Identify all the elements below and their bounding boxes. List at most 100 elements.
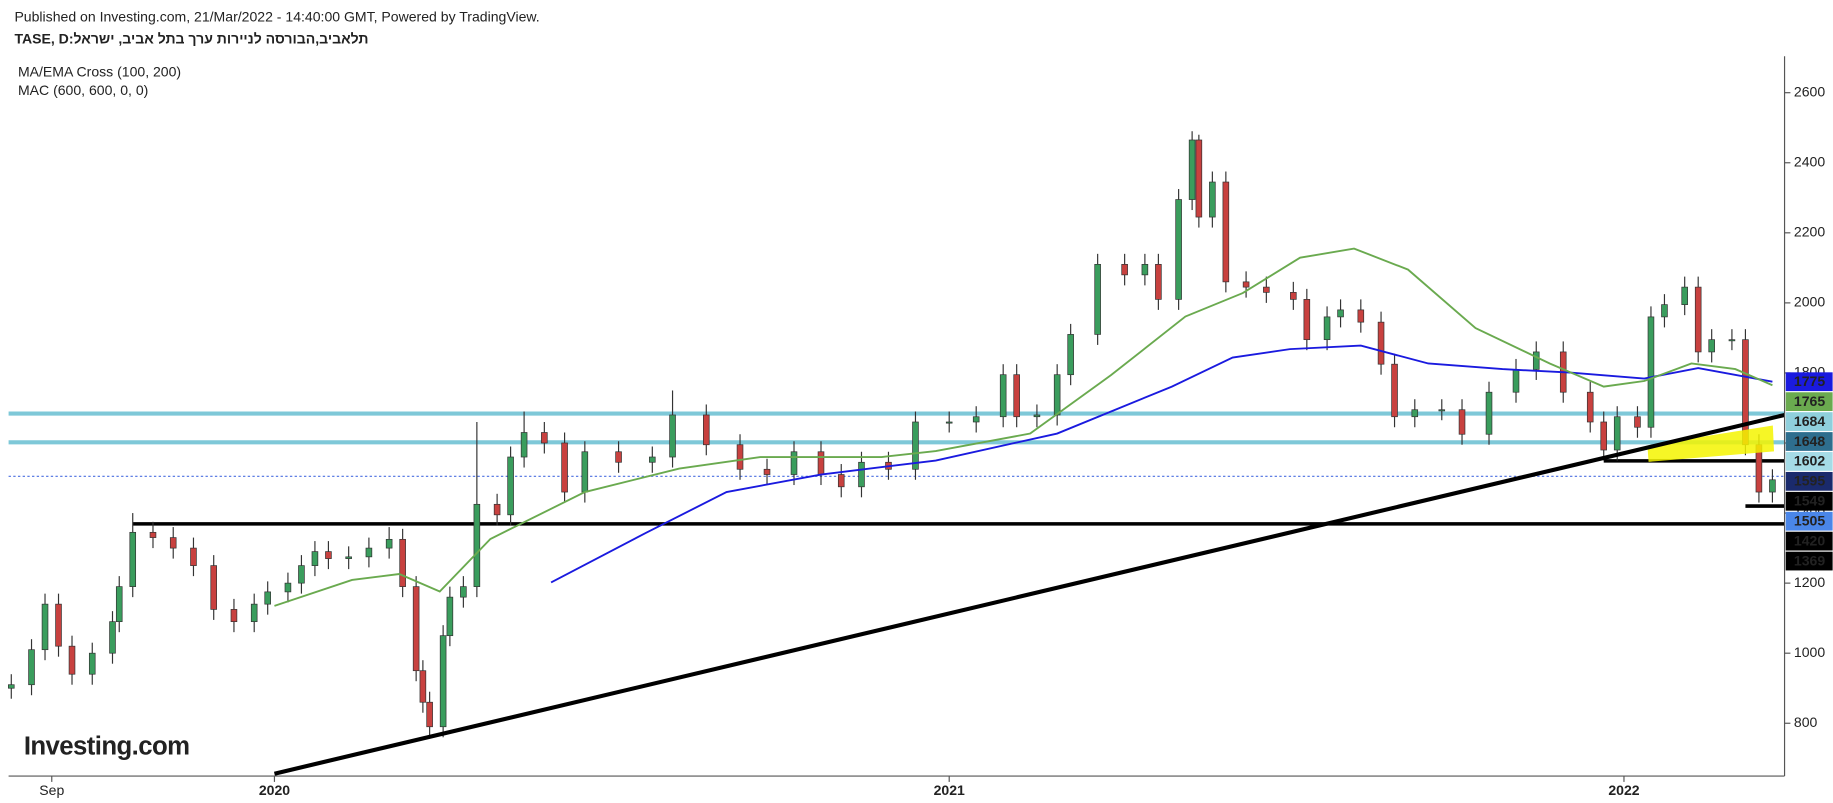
candle-body bbox=[1647, 316, 1655, 428]
candle-body bbox=[1485, 391, 1493, 435]
candle-body bbox=[1155, 263, 1162, 300]
candle-body bbox=[1188, 139, 1196, 200]
price-label: 1420 bbox=[1794, 532, 1825, 548]
y-tick-label: 1200 bbox=[1794, 574, 1825, 590]
candle-body bbox=[1013, 374, 1020, 418]
candle-body bbox=[115, 586, 123, 623]
price-label-box bbox=[1785, 452, 1833, 471]
candle-body bbox=[858, 461, 865, 488]
candle-body bbox=[1694, 286, 1702, 353]
candle-body bbox=[541, 432, 548, 444]
symbol-title: תלאביב,הבורסה לניירות ערך בתל אביב, ישרא… bbox=[14, 31, 368, 47]
candle-body bbox=[298, 565, 305, 584]
candle-body bbox=[945, 421, 953, 424]
moving-average bbox=[550, 344, 1773, 584]
candle-body bbox=[507, 456, 514, 516]
candle-body bbox=[1661, 304, 1668, 318]
candle-body bbox=[493, 503, 501, 516]
candle-body bbox=[912, 421, 919, 470]
candle-body bbox=[129, 531, 137, 587]
candle-body bbox=[264, 591, 271, 605]
highlight-zone bbox=[1647, 425, 1775, 462]
candle-body bbox=[1141, 263, 1149, 276]
candle-body bbox=[1222, 181, 1230, 283]
candle-body bbox=[250, 603, 258, 623]
candle-body bbox=[1634, 416, 1641, 428]
candle-body bbox=[1303, 299, 1311, 341]
candle-body bbox=[1067, 334, 1074, 376]
candle-body bbox=[790, 451, 798, 475]
candle-body bbox=[1263, 286, 1270, 293]
x-tick-label: 2020 bbox=[259, 782, 290, 798]
price-label-box bbox=[1785, 511, 1833, 531]
price-label-box bbox=[1785, 392, 1833, 412]
candle-body bbox=[703, 414, 710, 446]
candle-body bbox=[1357, 309, 1365, 323]
x-tick-label: 2022 bbox=[1608, 782, 1639, 798]
price-label: 1369 bbox=[1794, 552, 1825, 568]
candle-body bbox=[284, 582, 292, 593]
candle-body bbox=[736, 444, 744, 470]
candle-body bbox=[1290, 292, 1297, 300]
candle-body bbox=[1377, 321, 1385, 365]
x-tick-label: 2021 bbox=[934, 782, 965, 798]
candle-body bbox=[972, 416, 980, 423]
price-label: 1684 bbox=[1794, 413, 1825, 429]
candle-body bbox=[1586, 391, 1594, 423]
candle-body bbox=[1121, 263, 1128, 276]
candle-body bbox=[439, 635, 447, 728]
candle-body bbox=[1094, 263, 1101, 335]
price-label-box bbox=[1785, 491, 1833, 511]
moving-average bbox=[274, 247, 1773, 607]
price-label: 1602 bbox=[1794, 453, 1825, 469]
candle-body bbox=[28, 649, 35, 686]
candle-body bbox=[1195, 139, 1203, 218]
candle-body bbox=[1337, 309, 1344, 318]
candle-body bbox=[615, 451, 622, 463]
price-label: 1765 bbox=[1794, 393, 1825, 409]
price-label-box bbox=[1785, 471, 1833, 491]
candle-body bbox=[426, 701, 433, 728]
price-label-box bbox=[1785, 432, 1833, 451]
candle-body bbox=[1033, 414, 1041, 418]
candle-body bbox=[817, 451, 825, 475]
candle-body bbox=[473, 503, 481, 587]
candle-body bbox=[460, 586, 467, 598]
candle-body bbox=[561, 442, 568, 493]
candle-body bbox=[1323, 316, 1331, 341]
indicator-label: MA/EMA Cross (100, 200) bbox=[18, 63, 181, 79]
candle-body bbox=[581, 451, 589, 493]
candle-body bbox=[7, 684, 15, 689]
candle-body bbox=[1681, 286, 1688, 305]
candle-body bbox=[149, 531, 157, 538]
candle-body bbox=[520, 432, 528, 458]
overlay bbox=[273, 247, 1786, 776]
candle-body bbox=[1708, 339, 1715, 353]
candle-body bbox=[1769, 479, 1776, 493]
candle-body bbox=[1512, 369, 1520, 393]
candle-body bbox=[311, 551, 319, 566]
y-tick-label: 2000 bbox=[1794, 294, 1825, 310]
y-tick-label: 1000 bbox=[1794, 644, 1825, 660]
candle-body bbox=[169, 537, 177, 549]
candle-body bbox=[446, 596, 454, 637]
candle-body bbox=[837, 474, 845, 488]
y-tick-label: 2400 bbox=[1794, 153, 1825, 169]
candle-body bbox=[325, 551, 332, 559]
candle-body bbox=[365, 547, 373, 558]
logo: Investing.com bbox=[24, 733, 190, 761]
published-note: Published on Investing.com, 21/Mar/2022 … bbox=[14, 8, 539, 24]
price-label-box bbox=[1785, 412, 1833, 431]
candle-body bbox=[649, 456, 656, 463]
candle-body bbox=[1613, 416, 1621, 451]
candle-body bbox=[1053, 374, 1061, 416]
y-tick-label: 2200 bbox=[1794, 224, 1825, 240]
candle-body bbox=[41, 603, 49, 651]
y-tick-label: 800 bbox=[1794, 714, 1818, 730]
candle-body bbox=[999, 374, 1007, 418]
price-label: 1775 bbox=[1794, 373, 1825, 389]
candle-body bbox=[385, 538, 393, 549]
